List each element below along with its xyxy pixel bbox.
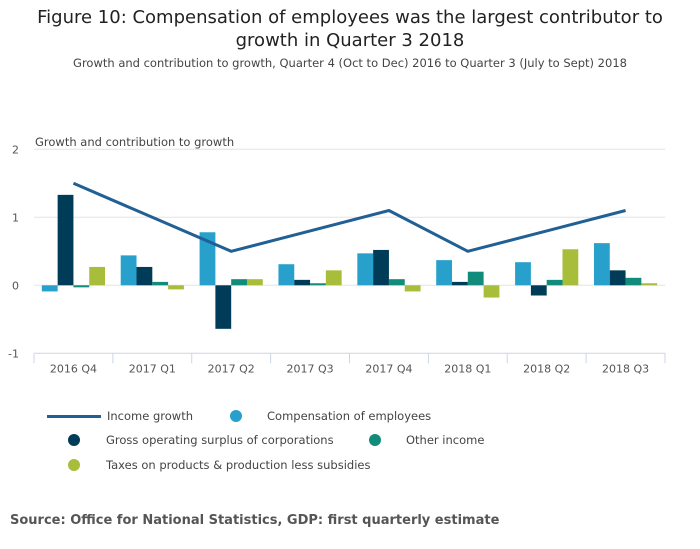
legend-dot-icon xyxy=(68,434,80,446)
bar-gross-operating-surplus-of-corporations-2016-q4[interactable] xyxy=(57,194,74,286)
legend-label: Other income xyxy=(406,433,485,447)
y-tick-label: 0 xyxy=(12,279,19,292)
bar-other-income-2017-q4[interactable] xyxy=(388,279,405,286)
bar-taxes-on-products-production-less-subsidies-2017-q4[interactable] xyxy=(404,285,421,292)
bar-gross-operating-surplus-of-corporations-2017-q1[interactable] xyxy=(136,266,153,286)
bar-other-income-2017-q3[interactable] xyxy=(310,283,326,286)
bar-other-income-2016-q4[interactable] xyxy=(73,285,90,288)
bar-compensation-of-employees-2017-q4[interactable] xyxy=(357,253,374,286)
bar-taxes-on-products-production-less-subsidies-2016-q4[interactable] xyxy=(89,266,106,286)
y-axis-label: Growth and contribution to growth xyxy=(35,135,235,149)
bar-compensation-of-employees-2017-q1[interactable] xyxy=(120,255,137,286)
bar-compensation-of-employees-2017-q3[interactable] xyxy=(278,264,295,286)
legend-label: Income growth xyxy=(107,409,193,423)
legend-dot-icon xyxy=(369,434,381,446)
legend-dot-icon xyxy=(230,410,242,422)
x-tick-label: 2017 Q1 xyxy=(129,362,176,375)
bar-compensation-of-employees-2018-q2[interactable] xyxy=(515,262,531,286)
line-point-income-growth[interactable] xyxy=(544,228,550,234)
legend-item-other-income[interactable]: Other income xyxy=(369,433,484,447)
bar-other-income-2018-q2[interactable] xyxy=(546,279,563,286)
line-point-income-growth[interactable] xyxy=(386,208,392,214)
chart-title-line-1: Figure 10: Compensation of employees was… xyxy=(37,7,663,28)
x-tick-label: 2018 Q2 xyxy=(523,362,570,375)
legend-item-taxes[interactable]: Taxes on products & production less subs… xyxy=(68,458,370,472)
line-point-income-growth[interactable] xyxy=(228,248,234,254)
bar-gross-operating-surplus-of-corporations-2018-q2[interactable] xyxy=(530,285,547,296)
bar-compensation-of-employees-2016-q4[interactable] xyxy=(41,285,58,292)
line-income-growth[interactable] xyxy=(72,181,626,253)
bar-other-income-2018-q3[interactable] xyxy=(625,277,642,286)
legend-label: Compensation of employees xyxy=(267,409,432,423)
bar-compensation-of-employees-2018-q1[interactable] xyxy=(436,260,453,286)
y-tick-label: 2 xyxy=(12,143,19,156)
x-tick-label: 2017 Q3 xyxy=(286,362,333,375)
bar-compensation-of-employees-2018-q3[interactable] xyxy=(593,243,610,286)
line-point-income-growth[interactable] xyxy=(149,214,155,220)
x-tick-label: 2017 Q2 xyxy=(208,362,255,375)
legend-item-income-growth[interactable]: Income growth xyxy=(47,409,193,423)
bar-compensation-of-employees-2017-q2[interactable] xyxy=(199,232,216,286)
bar-gross-operating-surplus-of-corporations-2018-q1[interactable] xyxy=(452,281,468,286)
y-tick-label: 1 xyxy=(12,211,19,224)
bar-taxes-on-products-production-less-subsidies-2018-q3[interactable] xyxy=(641,283,658,286)
line-point-income-growth[interactable] xyxy=(465,248,471,254)
legend-item-gross-operating-surplus[interactable]: Gross operating surplus of corporations xyxy=(68,433,334,447)
bar-other-income-2017-q1[interactable] xyxy=(152,281,169,286)
chart-title-line-2: growth in Quarter 3 2018 xyxy=(235,30,465,51)
bar-taxes-on-products-production-less-subsidies-2017-q3[interactable] xyxy=(325,270,342,286)
source-note: Source: Office for National Statistics, … xyxy=(10,513,500,528)
legend-label: Taxes on products & production less subs… xyxy=(106,458,371,472)
bar-taxes-on-products-production-less-subsidies-2017-q2[interactable] xyxy=(246,279,263,286)
y-tick-label: -1 xyxy=(8,347,19,360)
line-point-income-growth[interactable] xyxy=(623,208,629,214)
bar-other-income-2018-q1[interactable] xyxy=(467,271,484,286)
x-tick-label: 2018 Q1 xyxy=(444,362,491,375)
bar-taxes-on-products-production-less-subsidies-2018-q2[interactable] xyxy=(562,249,579,286)
line-point-income-growth[interactable] xyxy=(307,228,313,234)
x-tick-label: 2017 Q4 xyxy=(365,362,412,375)
x-tick-label: 2018 Q3 xyxy=(602,362,649,375)
legend-dot-icon xyxy=(68,459,80,471)
bar-gross-operating-surplus-of-corporations-2017-q4[interactable] xyxy=(373,249,389,286)
legend-item-compensation[interactable]: Compensation of employees xyxy=(230,409,431,423)
bar-taxes-on-products-production-less-subsidies-2018-q1[interactable] xyxy=(483,285,500,298)
x-tick-label: 2016 Q4 xyxy=(50,362,97,375)
line-point-income-growth[interactable] xyxy=(70,180,76,186)
legend-line-icon xyxy=(47,414,101,418)
chart-subtitle: Growth and contribution to growth, Quart… xyxy=(73,56,627,70)
bar-other-income-2017-q2[interactable] xyxy=(231,279,247,286)
chart-title: Figure 10: Compensation of employees was… xyxy=(0,6,700,52)
bar-taxes-on-products-production-less-subsidies-2017-q1[interactable] xyxy=(168,285,184,290)
bar-gross-operating-surplus-of-corporations-2017-q3[interactable] xyxy=(294,279,311,286)
bar-gross-operating-surplus-of-corporations-2017-q2[interactable] xyxy=(215,285,232,329)
bar-gross-operating-surplus-of-corporations-2018-q3[interactable] xyxy=(609,270,626,286)
legend-label: Gross operating surplus of corporations xyxy=(106,433,334,447)
chart-plot: 2 1 0 -1 2016 Q4 2017 Q1 2017 Q2 2017 Q3 2017 Q… xyxy=(8,143,666,375)
